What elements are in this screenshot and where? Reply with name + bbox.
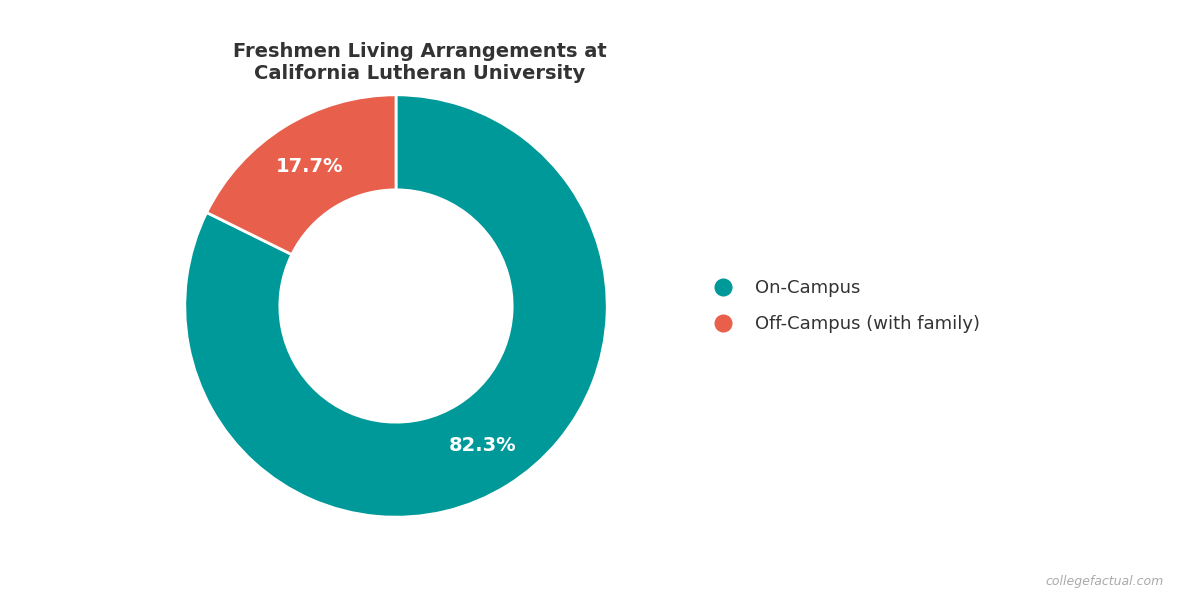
Text: Freshmen Living Arrangements at
California Lutheran University: Freshmen Living Arrangements at Californ… bbox=[233, 42, 607, 83]
Text: 17.7%: 17.7% bbox=[276, 157, 343, 176]
Legend: On-Campus, Off-Campus (with family): On-Campus, Off-Campus (with family) bbox=[696, 270, 989, 342]
Wedge shape bbox=[185, 95, 607, 517]
Wedge shape bbox=[206, 95, 396, 254]
Text: 82.3%: 82.3% bbox=[449, 436, 516, 455]
Text: collegefactual.com: collegefactual.com bbox=[1045, 575, 1164, 588]
